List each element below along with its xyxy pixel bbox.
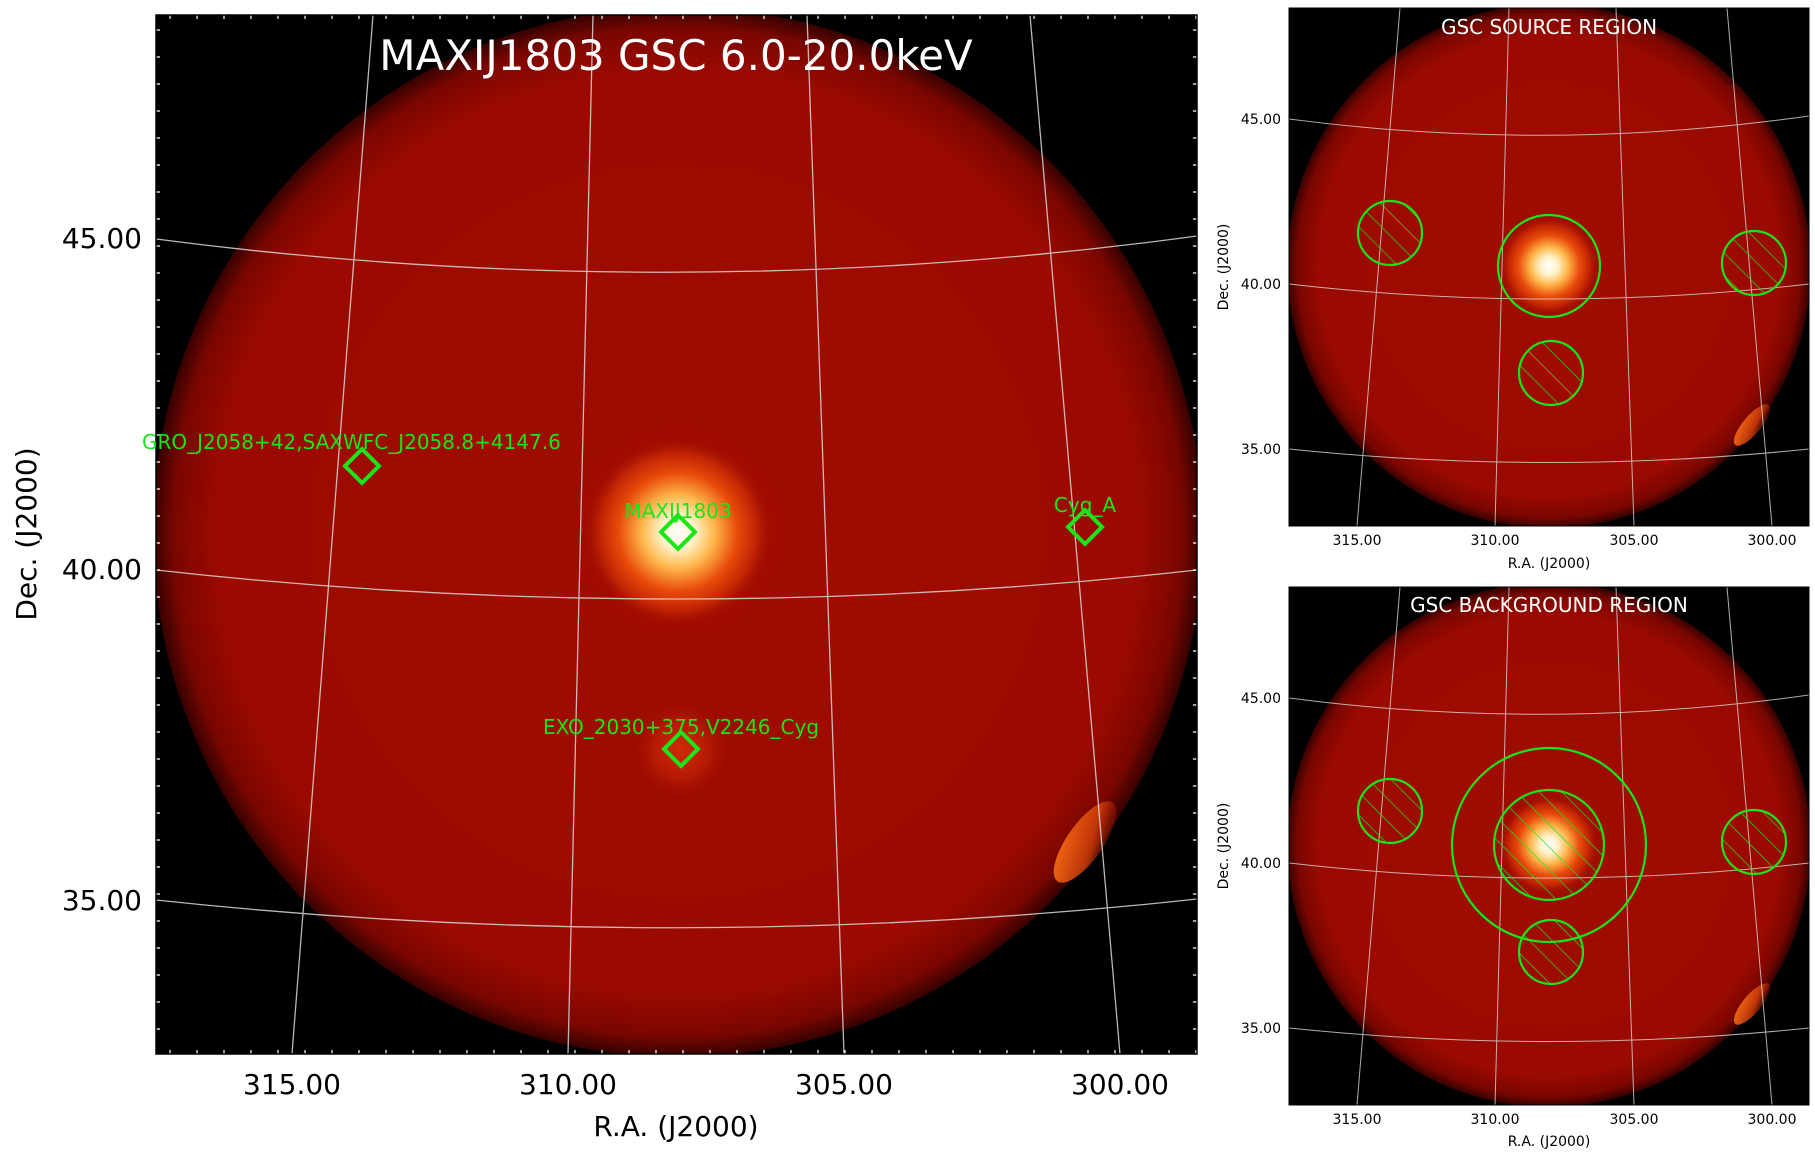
main-xtick-315: 315.00 <box>243 1068 341 1101</box>
source-marker-exo <box>661 729 701 769</box>
background-region-ytick-45: 45.00 <box>1241 691 1281 707</box>
source-region-xlabel: R.A. (J2000) <box>1508 556 1591 572</box>
background-region-xlabel: R.A. (J2000) <box>1508 1134 1591 1150</box>
background-region-ylabel: Dec. (J2000) <box>1216 803 1232 890</box>
source-label-cyga: Cyg_A <box>1054 493 1116 517</box>
background-region-shapes <box>1356 746 1788 986</box>
main-xtick-310: 310.00 <box>519 1068 617 1101</box>
source-region-xtick-305: 305.00 <box>1610 533 1659 549</box>
source-region-title: GSC SOURCE REGION <box>1441 15 1657 39</box>
source-region-xtick-300: 300.00 <box>1748 533 1797 549</box>
source-marker-cyga <box>1065 507 1105 547</box>
exclusion-circle-cyga <box>1720 229 1788 297</box>
source-region-xtick-310: 310.00 <box>1471 533 1520 549</box>
main-xtick-300: 300.00 <box>1071 1068 1169 1101</box>
main-source-markers <box>342 446 1105 769</box>
main-title: MAXIJ1803 GSC 6.0-20.0keV <box>379 31 973 80</box>
background-region-ytick-35: 35.00 <box>1241 1021 1281 1037</box>
source-region-glow <box>1499 216 1599 316</box>
source-region-ylabel: Dec. (J2000) <box>1216 224 1232 311</box>
background-source-exclusion <box>1492 788 1606 902</box>
source-marker-maxi <box>658 512 698 552</box>
source-region-ytick-35: 35.00 <box>1241 442 1281 458</box>
source-label-maxi: MAXIJ1803 <box>624 499 731 523</box>
main-exo-glow <box>629 698 733 802</box>
source-region-ytick-45: 45.00 <box>1241 112 1281 128</box>
background-region-xtick-300: 300.00 <box>1748 1112 1797 1128</box>
source-extraction-circle <box>1496 213 1602 319</box>
source-region-shapes <box>1356 199 1788 407</box>
background-region-title: GSC BACKGROUND REGION <box>1410 593 1688 617</box>
main-ylabel: Dec. (J2000) <box>10 447 43 620</box>
background-region-ytick-40: 40.00 <box>1241 856 1281 872</box>
bg-exclusion-circle-exo <box>1517 918 1585 986</box>
main-edge-bright-spot <box>1053 801 1117 883</box>
background-region-xtick-315: 315.00 <box>1333 1112 1382 1128</box>
main-ytick-35: 35.00 <box>62 884 142 917</box>
bg-exclusion-circle-cyga <box>1720 808 1788 876</box>
source-label-gro: GRO_J2058+42,SAXWFC_J2058.8+4147.6 <box>142 430 561 454</box>
background-region-xtick-305: 305.00 <box>1610 1112 1659 1128</box>
exclusion-circle-gro <box>1356 199 1424 267</box>
bg-exclusion-circle-gro <box>1356 777 1424 845</box>
main-panel: MAXIJ1803 GSC 6.0-20.0keV GRO_J2058+42,S… <box>10 14 1198 1143</box>
source-marker-gro <box>342 446 382 486</box>
background-region-panel: GSC BACKGROUND REGION 45.00 40.00 35.00 … <box>1216 586 1810 1150</box>
main-maxi-glow <box>582 436 774 628</box>
main-frame-ticks <box>156 15 1197 1054</box>
source-region-xtick-315: 315.00 <box>1333 533 1382 549</box>
source-region-ytick-40: 40.00 <box>1241 277 1281 293</box>
main-ytick-40: 40.00 <box>62 553 142 586</box>
main-xlabel: R.A. (J2000) <box>593 1110 758 1143</box>
main-ytick-45: 45.00 <box>62 222 142 255</box>
main-xtick-305: 305.00 <box>795 1068 893 1101</box>
source-region-panel: GSC SOURCE REGION 45.00 40.00 35.00 315.… <box>1216 7 1810 572</box>
source-label-exo: EXO_2030+375,V2246_Cyg <box>543 715 819 739</box>
background-region-xtick-310: 310.00 <box>1471 1112 1520 1128</box>
exclusion-circle-exo <box>1517 339 1585 407</box>
